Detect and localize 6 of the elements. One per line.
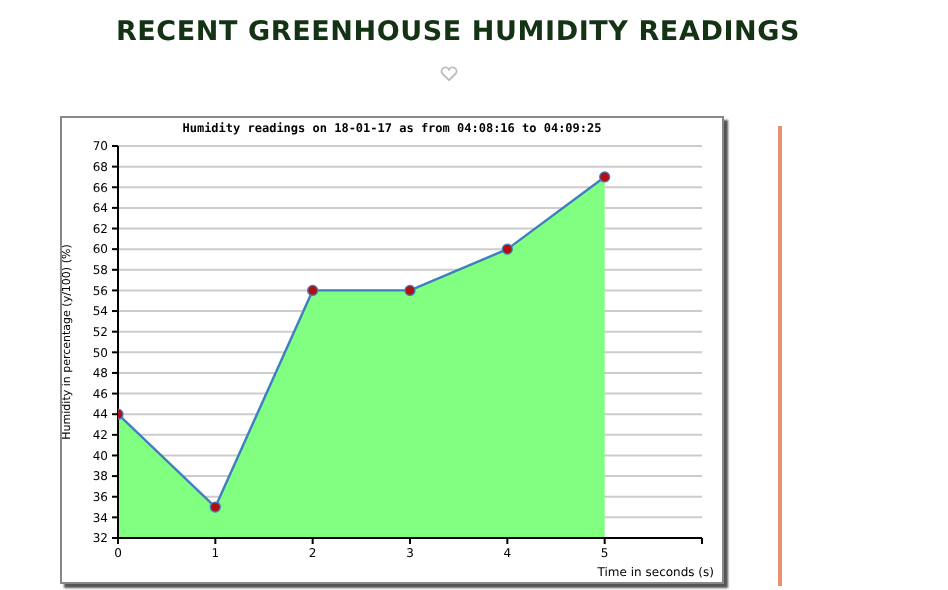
point — [404, 284, 416, 297]
point — [209, 501, 221, 513]
chart-title: RECENT GREENHOUSE HUMIDITY READINGS — [113, 16, 803, 48]
point — [501, 243, 513, 255]
point — [599, 171, 611, 183]
point — [307, 284, 319, 297]
